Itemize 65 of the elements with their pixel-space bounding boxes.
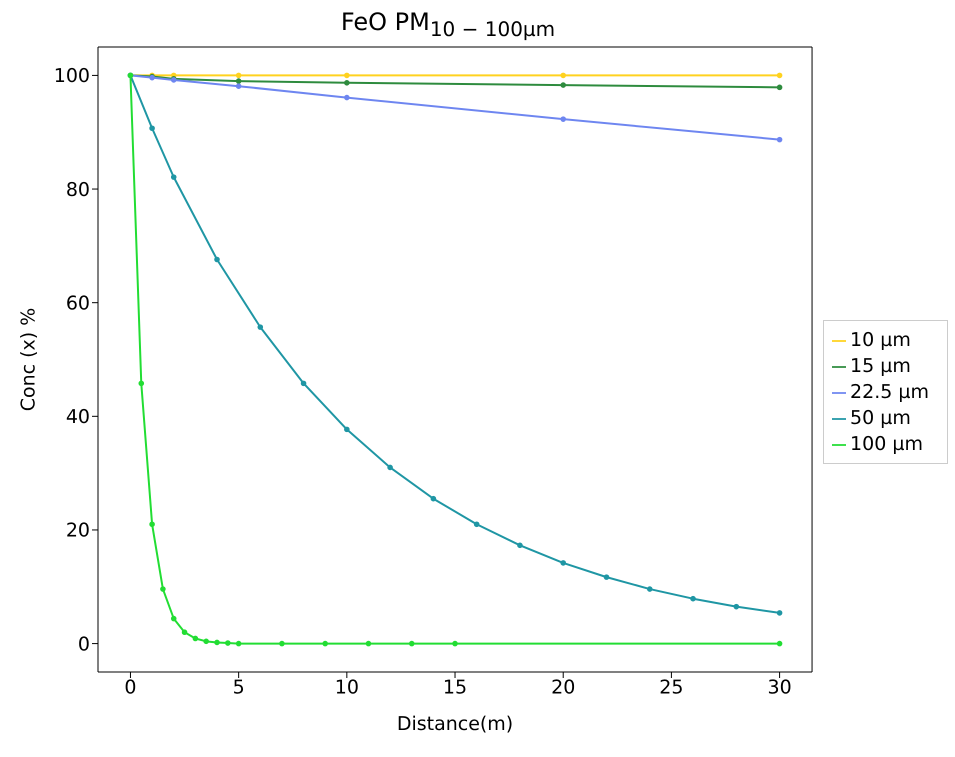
legend-label: 10 µm	[850, 329, 911, 351]
point	[366, 640, 372, 646]
point	[300, 380, 306, 386]
point	[182, 629, 188, 636]
point	[776, 72, 782, 78]
x-tick-label: 30	[767, 676, 792, 698]
y-tick-label: 40	[66, 406, 90, 428]
point	[560, 116, 566, 122]
point	[517, 542, 523, 548]
point	[344, 80, 350, 86]
point	[203, 638, 209, 644]
point	[192, 636, 198, 642]
point	[560, 72, 566, 78]
point	[474, 521, 480, 528]
y-tick-label: 20	[66, 520, 90, 542]
point	[646, 586, 653, 592]
point	[214, 256, 220, 262]
point	[236, 83, 242, 90]
point	[776, 640, 782, 646]
point	[690, 596, 696, 602]
point	[408, 640, 415, 646]
point	[236, 78, 242, 84]
y-tick-label: 100	[54, 65, 90, 88]
legend-label: 50 µm	[850, 407, 911, 429]
point	[430, 496, 436, 502]
x-axis-title: Distance(m)	[396, 713, 514, 735]
point	[149, 125, 155, 132]
y-tick-label: 60	[66, 292, 90, 314]
point	[160, 586, 166, 592]
point	[149, 521, 155, 528]
legend-label: 100 µm	[850, 433, 923, 455]
point	[344, 94, 350, 100]
point	[236, 72, 242, 78]
point	[560, 82, 566, 88]
point	[344, 426, 350, 432]
point	[279, 640, 285, 646]
point	[225, 640, 231, 646]
point	[214, 640, 220, 646]
point	[776, 136, 782, 142]
point	[170, 616, 177, 622]
y-tick-label: 80	[66, 178, 90, 201]
y-tick-label: 0	[78, 633, 90, 656]
x-tick-label: 20	[551, 676, 576, 698]
point	[387, 464, 393, 470]
x-tick-label: 15	[442, 676, 468, 698]
chart-title: FeO PM$_{10 − 100μm}$	[340, 8, 556, 42]
legend-label: 15 µm	[850, 355, 911, 377]
point	[604, 574, 610, 580]
point	[776, 610, 782, 616]
point	[776, 84, 782, 90]
y-axis-title: Conc (x) %	[18, 308, 40, 412]
x-tick-label: 0	[124, 676, 137, 698]
point	[257, 324, 264, 330]
legend-label: 22.5 µm	[850, 381, 929, 403]
x-tick-label: 25	[659, 676, 684, 698]
point	[344, 72, 350, 78]
x-tick-label: 10	[334, 676, 359, 698]
point	[734, 604, 740, 610]
point	[236, 640, 242, 646]
point	[322, 640, 328, 646]
point	[452, 640, 458, 646]
point	[138, 380, 144, 386]
point	[560, 560, 566, 566]
point	[170, 174, 177, 180]
x-tick-label: 5	[232, 676, 245, 698]
